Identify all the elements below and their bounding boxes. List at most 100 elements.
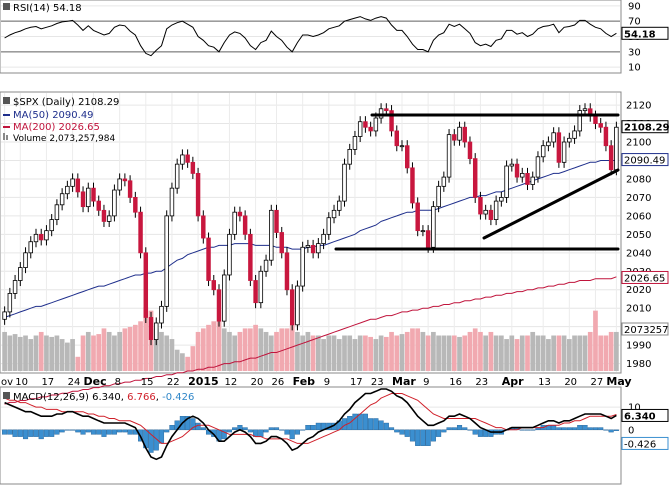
volume-bar xyxy=(352,339,358,371)
candle-body xyxy=(96,200,101,211)
date-tick-label: 8 xyxy=(115,377,121,388)
candle-body xyxy=(253,280,258,304)
volume-bar xyxy=(85,331,91,371)
candle-body xyxy=(483,209,488,215)
candle-body xyxy=(598,123,603,128)
macd-hist-bar xyxy=(566,427,572,431)
volume-bar xyxy=(593,310,598,371)
volume-bar xyxy=(509,335,515,371)
candle-body xyxy=(28,241,33,254)
macd-hist-bar xyxy=(388,427,395,431)
candle-body xyxy=(242,215,248,235)
macd-hist-bar xyxy=(425,429,431,446)
ma50-label: MA(50) xyxy=(13,110,49,121)
macd-hist-bar xyxy=(111,429,117,435)
candle-body xyxy=(180,154,185,165)
macd-hist-bar xyxy=(519,429,525,431)
candle-body xyxy=(415,202,420,232)
rsi-tick-label: 10 xyxy=(628,63,641,74)
date-tick-label: 16 xyxy=(449,377,462,388)
candle-body xyxy=(127,180,133,198)
rsi-tick-label: 30 xyxy=(628,47,641,58)
macd-hist-bar xyxy=(551,425,557,431)
candle-body xyxy=(509,163,515,167)
symbol-label: $SPX (Daily) xyxy=(13,97,75,108)
volume-bar xyxy=(117,331,123,371)
last-close: 2108.29 xyxy=(78,97,119,108)
macd-hist-bar xyxy=(362,413,368,431)
volume-bar xyxy=(457,336,462,371)
volume-bar xyxy=(284,328,290,371)
macd-tick-label: 0 xyxy=(628,425,634,436)
candle-body xyxy=(310,245,316,254)
candle-body xyxy=(148,317,154,341)
volume-bar xyxy=(483,335,489,371)
candle-body xyxy=(289,289,295,326)
macd-hist-bar xyxy=(315,422,321,431)
macd-hist-bar xyxy=(399,429,405,435)
volume-bar xyxy=(519,335,525,371)
volume-bar xyxy=(7,335,13,371)
date-tick-label: Feb xyxy=(293,375,316,388)
macd-hist-bar xyxy=(430,429,436,442)
price-grid xyxy=(1,93,620,372)
macd-hist-bar xyxy=(561,427,567,431)
macd-hist-bar xyxy=(169,425,175,431)
candle-body xyxy=(80,191,86,208)
macd-hist-bar xyxy=(164,429,170,433)
volume-bar xyxy=(546,339,551,371)
date-tick-label: 23 xyxy=(371,377,384,388)
candle-body xyxy=(138,211,143,254)
candle-body xyxy=(337,200,342,211)
volume-bar xyxy=(498,335,504,371)
volume-badge: 2073257 xyxy=(624,325,669,336)
price-panel xyxy=(0,91,622,374)
volume-bar xyxy=(551,335,556,371)
volume-bar xyxy=(263,331,269,371)
macd-signal-line xyxy=(4,393,617,444)
volume-bar xyxy=(472,328,478,371)
macd-hist-bar xyxy=(373,418,379,431)
candle-body xyxy=(551,132,556,143)
candle-body xyxy=(112,189,117,217)
volume-bar xyxy=(420,331,426,371)
volume-bar xyxy=(221,328,227,371)
volume-label: Volume xyxy=(13,134,47,144)
volume-bar xyxy=(295,331,300,371)
volume-bar xyxy=(206,324,211,371)
candle-body xyxy=(331,209,337,219)
macd-hist-bar xyxy=(263,429,269,433)
volume-bar xyxy=(431,331,436,371)
candle-body xyxy=(232,211,237,235)
date-tick-label: 27 xyxy=(590,377,603,388)
macd-hist-bar xyxy=(572,427,578,431)
volume-bar xyxy=(566,339,572,371)
macd-hist-bar xyxy=(587,427,593,431)
candle-body xyxy=(18,267,23,281)
price-tick-label: 2070 xyxy=(626,193,651,204)
macd-hist-bar xyxy=(472,429,478,435)
macd-hist-bar xyxy=(608,429,614,433)
volume-bar xyxy=(321,339,326,371)
volume-bar xyxy=(368,336,373,371)
candle-body xyxy=(425,230,431,248)
volume-bar xyxy=(446,335,452,371)
date-tick-label: 13 xyxy=(538,377,551,388)
macd-badge-box xyxy=(621,408,669,422)
volume-bar xyxy=(132,324,138,371)
macd-hist-bar xyxy=(603,429,609,431)
macd-hist-bar xyxy=(467,429,473,431)
candle-body xyxy=(221,274,227,322)
macd-hist-bar xyxy=(122,429,128,433)
volume-bar xyxy=(106,331,112,371)
svg-text:MA(200) 2026.65: MA(200) 2026.65 xyxy=(13,122,100,133)
volume-bar xyxy=(75,356,81,371)
volume-bar xyxy=(237,331,243,371)
macd-hist-bar xyxy=(17,429,23,437)
volume-bar xyxy=(54,335,60,371)
date-tick-label: ov xyxy=(1,377,13,388)
date-tick-label: May xyxy=(606,375,631,388)
price-tick-label: 2120 xyxy=(626,101,651,112)
macd-hist-bar xyxy=(310,425,316,431)
candle-body xyxy=(405,145,410,169)
